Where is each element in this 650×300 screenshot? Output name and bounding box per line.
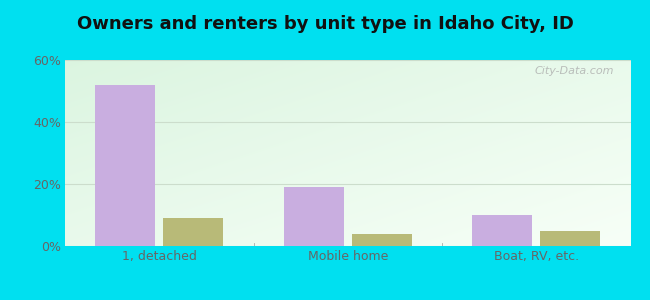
Bar: [352, 234, 412, 246]
Bar: [472, 215, 532, 246]
Bar: [283, 187, 344, 246]
Text: Owners and renters by unit type in Idaho City, ID: Owners and renters by unit type in Idaho…: [77, 15, 573, 33]
Text: City-Data.com: City-Data.com: [534, 66, 614, 76]
Bar: [163, 218, 224, 246]
Bar: [540, 230, 601, 246]
Bar: [95, 85, 155, 246]
